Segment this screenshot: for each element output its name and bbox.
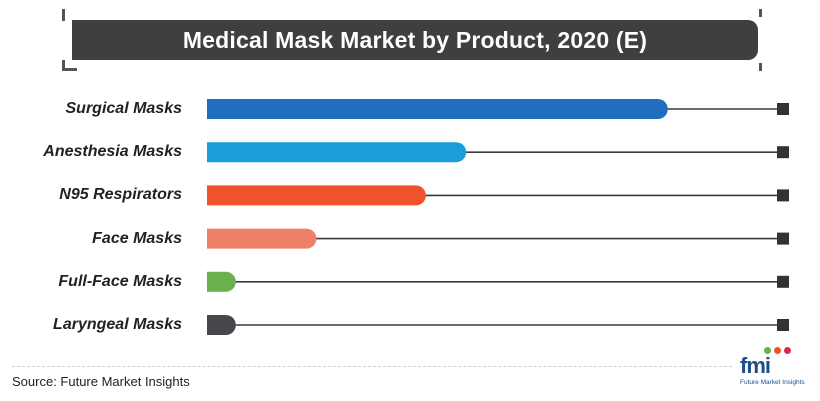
- track-end-marker-anesthesia-masks: [777, 146, 789, 159]
- title-bracket-top-right: [747, 9, 762, 17]
- category-label-n95-respirators: N95 Respirators: [59, 186, 182, 204]
- title-block: Medical Mask Market by Product, 2020 (E): [62, 9, 762, 71]
- bar-anesthesia-masks: [207, 142, 467, 163]
- title-bracket-top-left: [62, 9, 77, 21]
- title-bracket-bottom-left: [62, 60, 77, 71]
- bar-full-face-masks: [207, 271, 236, 292]
- footer-divider: [12, 366, 732, 367]
- category-label-surgical-masks: Surgical Masks: [65, 100, 183, 117]
- bar-face-masks: [207, 228, 317, 249]
- category-label-laryngeal-masks: Laryngeal Masks: [53, 316, 182, 333]
- track-end-marker-laryngeal-masks: [777, 319, 789, 331]
- logo-dot-green: [764, 347, 771, 354]
- category-label-full-face-masks: Full-Face Masks: [58, 272, 182, 290]
- title-bracket-bottom-right: [747, 63, 762, 71]
- logo-tagline: Future Market Insights: [740, 379, 805, 386]
- logo-wordmark: fmi: [740, 353, 771, 378]
- logo-dot-orange: [774, 347, 781, 354]
- bar-laryngeal-masks: [207, 315, 236, 335]
- chart-title: Medical Mask Market by Product, 2020 (E): [72, 20, 758, 60]
- track-end-marker-n95-respirators: [777, 189, 789, 202]
- category-label-face-masks: Face Masks: [92, 229, 182, 247]
- logo-dot-red: [784, 347, 791, 354]
- fmi-logo: fmi Future Market Insights: [740, 345, 810, 395]
- track-end-marker-full-face-masks: [777, 275, 789, 288]
- track-end-marker-face-masks: [777, 232, 789, 245]
- category-label-anesthesia-masks: Anesthesia Masks: [43, 143, 182, 161]
- track-end-marker-surgical-masks: [777, 103, 789, 115]
- bar-surgical-masks: [207, 99, 668, 119]
- source-note: Source: Future Market Insights: [12, 374, 190, 389]
- bar-n95-respirators: [207, 185, 426, 206]
